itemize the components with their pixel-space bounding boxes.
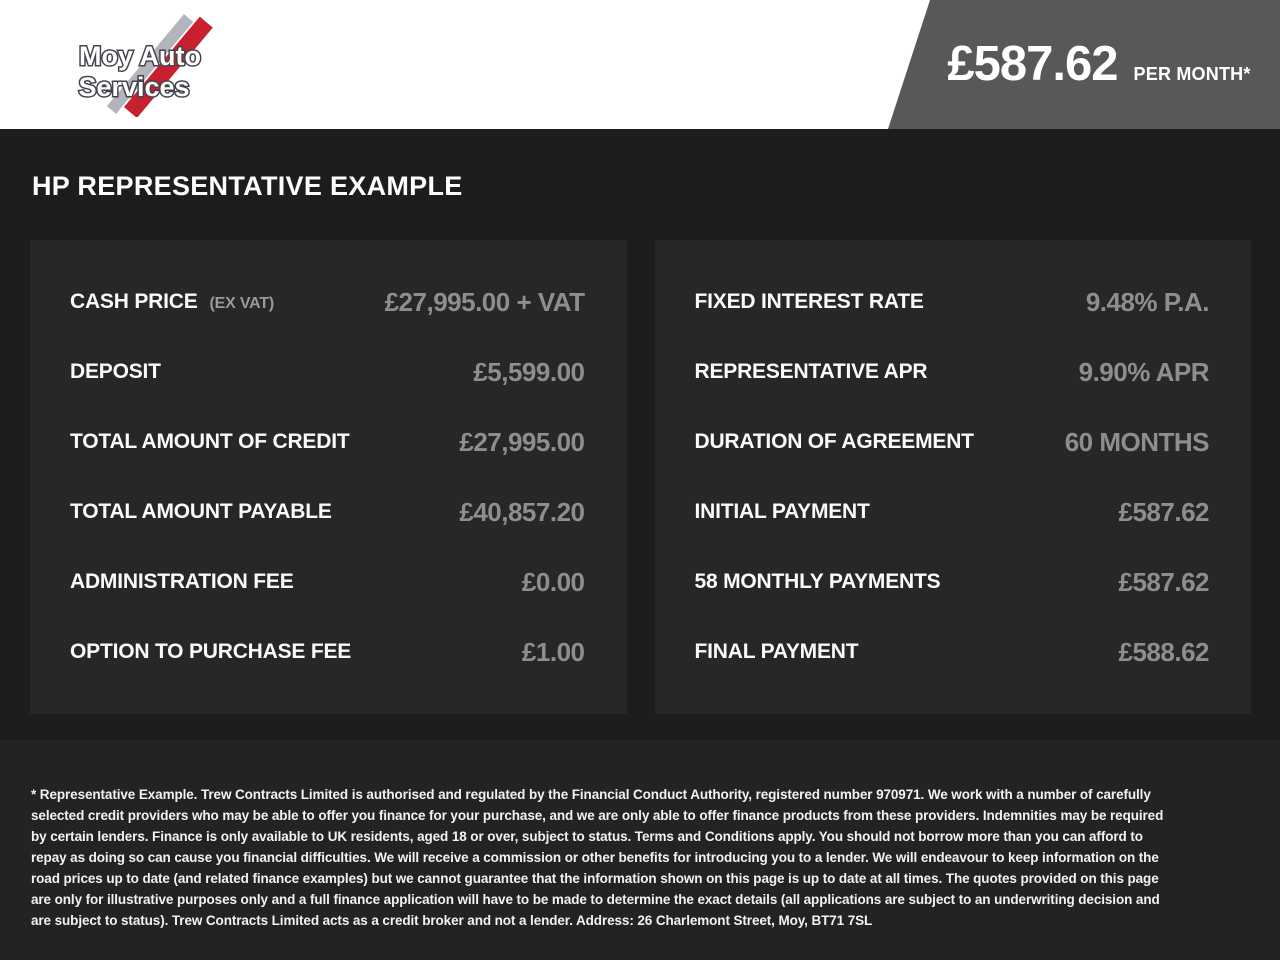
finance-row-deposit: DEPOSIT £5,599.00: [70, 337, 585, 407]
finance-row-option-fee: OPTION TO PURCHASE FEE £1.00: [70, 617, 585, 687]
row-label: TOTAL AMOUNT PAYABLE: [70, 500, 332, 523]
row-value: £27,995.00 + VAT: [384, 286, 585, 317]
row-value: £5,599.00: [473, 356, 585, 387]
row-value: 9.48% P.A.: [1085, 286, 1210, 317]
finance-row-final-payment: FINAL PAYMENT £588.62: [695, 617, 1210, 687]
logo-text-line2: Services: [78, 72, 189, 102]
logo-text-line1: Moy Auto: [79, 41, 201, 71]
finance-panel-left: CASH PRICE (EX VAT) £27,995.00 + VAT DEP…: [30, 240, 627, 714]
row-label: REPRESENTATIVE APR: [694, 360, 928, 383]
row-value: £0.00: [521, 566, 585, 597]
row-label: OPTION TO PURCHASE FEE: [70, 640, 352, 663]
logo-swoosh-icon: [106, 14, 213, 117]
row-note: (EX VAT): [209, 295, 275, 312]
row-label: 58 MONTHLY PAYMENTS: [694, 570, 941, 593]
row-label: FINAL PAYMENT: [694, 640, 859, 663]
row-value: £40,857.20: [459, 496, 585, 527]
finance-row-duration: DURATION OF AGREEMENT 60 MONTHS: [695, 407, 1210, 477]
disclaimer-text: * Representative Example. Trew Contracts…: [31, 786, 1164, 928]
header: Moy Auto Services £587.62 PER MONTH*: [0, 0, 1280, 129]
finance-row-cash-price: CASH PRICE (EX VAT) £27,995.00 + VAT: [70, 267, 585, 337]
finance-row-admin-fee: ADMINISTRATION FEE £0.00: [70, 547, 585, 617]
main-section: HP REPRESENTATIVE EXAMPLE CASH PRICE (EX…: [0, 129, 1280, 740]
row-label: INITIAL PAYMENT: [694, 500, 870, 523]
row-label: DURATION OF AGREEMENT: [694, 430, 974, 453]
moy-auto-services-logo: Moy Auto Services: [77, 14, 213, 117]
row-value: £587.62: [1118, 496, 1210, 527]
finance-row-initial-payment: INITIAL PAYMENT £587.62: [695, 477, 1210, 547]
finance-panels: CASH PRICE (EX VAT) £27,995.00 + VAT DEP…: [30, 240, 1251, 714]
finance-panel-right: FIXED INTEREST RATE 9.48% P.A. REPRESENT…: [654, 240, 1251, 714]
finance-row-apr: REPRESENTATIVE APR 9.90% APR: [695, 337, 1210, 407]
row-label: FIXED INTEREST RATE: [694, 290, 924, 313]
row-label: TOTAL AMOUNT OF CREDIT: [70, 430, 350, 453]
page-title: HP REPRESENTATIVE EXAMPLE: [32, 171, 463, 201]
row-value: £587.62: [1118, 566, 1210, 597]
row-value: £1.00: [521, 636, 585, 667]
row-label: ADMINISTRATION FEE: [70, 570, 294, 593]
row-value: 60 MONTHS: [1064, 426, 1210, 457]
finance-row-total-credit: TOTAL AMOUNT OF CREDIT £27,995.00: [70, 407, 585, 477]
row-label: DEPOSIT: [70, 360, 161, 383]
row-value: 9.90% APR: [1078, 356, 1210, 387]
monthly-price-banner: £587.62 PER MONTH*: [888, 0, 1280, 129]
finance-row-total-payable: TOTAL AMOUNT PAYABLE £40,857.20: [70, 477, 585, 547]
monthly-price-amount: £587.62: [947, 37, 1118, 91]
row-value: £27,995.00: [459, 426, 585, 457]
finance-row-interest-rate: FIXED INTEREST RATE 9.48% P.A.: [695, 267, 1210, 337]
finance-row-monthly-payments: 58 MONTHLY PAYMENTS £587.62: [695, 547, 1210, 617]
monthly-price-period: PER MONTH*: [1133, 64, 1251, 84]
footer-disclaimer-section: * Representative Example. Trew Contracts…: [0, 740, 1280, 960]
row-value: £588.62: [1118, 636, 1210, 667]
row-label: CASH PRICE: [70, 290, 198, 313]
